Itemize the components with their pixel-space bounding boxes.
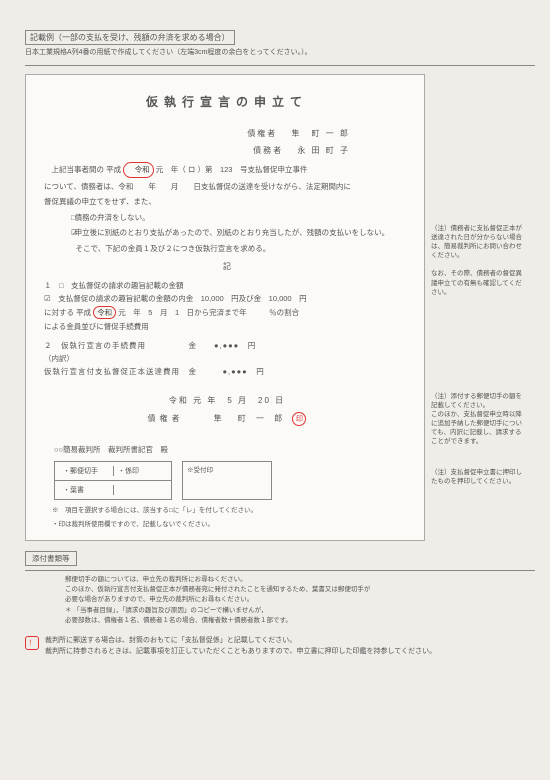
attach-l1: 郵便切手の額については、申立先の裁判所にお尋ねください。 (65, 576, 247, 583)
opt1-text: 債務の弁済をしない。 (75, 213, 150, 222)
item2-head-text: ２ 仮執行宣言の手続費用 金 ●,●●● 円 (44, 341, 256, 350)
case-line-2: について、債務者は、令和 年 月 日支払督促の送達を受けながら、法定期間内に (44, 180, 410, 194)
item1-sub-b1: に対する 平成 (44, 308, 91, 317)
creditor-name: 隼 町 一 郎 (292, 129, 350, 138)
checkbox-empty-icon: □ (64, 211, 73, 225)
divider (25, 65, 535, 66)
stamp-cell-1r: ・係印 (113, 466, 163, 476)
debtor-label: 債務者 (253, 146, 283, 155)
header-box: 記載例（一部の支払を受け、残額の弁済を求める場合） (25, 30, 235, 45)
case-1a: 上記当事者間の 平成 (52, 165, 122, 174)
signer-name: 隼 町 一 郎 (214, 414, 286, 423)
attach-star: ＊ (65, 607, 72, 614)
opt2: ☑ 申立後に別紙のとおり支払があったので、別紙のとおり充当したが、残額の支払いを… (56, 226, 410, 240)
stamp-table: ・郵便切手 ・係印 ・葉書 ※受付印 (54, 461, 410, 500)
checkbox-checked-icon: ☑ (64, 226, 73, 240)
title: 仮執行宣言の申立て (44, 93, 410, 110)
footnote-1: ※ 項目を選択する場合には、該当する□に「レ」を付してください。 (52, 506, 410, 516)
item2-sub2-text: 仮執行宣言付支払督促正本送達費用 金 ●,●●● 円 (44, 367, 265, 376)
debtor-name: 永 田 町 子 (297, 146, 350, 155)
item1-sub-a: ☑ 支払督促の請求の趣旨記載の金額の内金 10,000 円及び金 10,000 … (44, 293, 410, 304)
creditor-row: 債権者 隼 町 一 郎 (44, 128, 410, 139)
attach-l2: このほか、仮執行宣言付支払督促正本が債務者宛に発付されたことを通知するため、葉書… (65, 586, 370, 593)
side-note-2: （注）添付する郵便切手の額を記載してください。 このほか、支払督促申立時以降に追… (431, 392, 526, 447)
warn-l1: 裁判所に郵送する場合は、封筒のおもてに「支払督促係」と記載してください。 (45, 636, 436, 647)
court: ○○簡易裁判所 裁判所書記官 殿 (54, 444, 410, 455)
header-sub: 日本工業規格A列4番の用紙で作成してください（左端3cm程度の余白をとってくださ… (25, 47, 535, 57)
side-note-1a: （注）債務者に支払督促正本が送達された日が分からない場合は、簡易裁判所にお問い合… (431, 225, 522, 259)
item1-sub-b: に対する 平成 令和 元 年 5 月 1 日から完済まで年 ％の割合 (44, 306, 410, 319)
date: 令和 元 年 5 月 20 日 (44, 395, 410, 406)
side-note-2b: このほか、支払督促申立時以降に追加予納した郵便切手についても、内訳に記載し、請求… (431, 411, 522, 445)
seal-icon: 印 (292, 412, 306, 426)
side-note-1b: なお、その際、債務者の督促異議申立ての有無も確認してください。 (431, 270, 522, 295)
warn-row: ！ 裁判所に郵送する場合は、封筒のおもてに「支払督促係」と記載してください。 裁… (25, 636, 535, 657)
debtor-row: 債務者 永 田 町 子 (44, 145, 410, 156)
stamp-cell-2r (113, 485, 163, 495)
item1-sub-c: 元 年 5 月 1 日から完済まで年 ％の割合 (118, 308, 299, 317)
case-line-1: 上記当事者間の 平成 令和 元 年（ ロ ）第 123 号支払督促申立事件 (44, 162, 410, 178)
side-notes: （注）債務者に支払督促正本が送達された日が分からない場合は、簡易裁判所にお問い合… (425, 74, 530, 487)
side-note-3: （注）支払督促申立書に押印したものを押印してください。 (431, 468, 526, 486)
warn-l2: 裁判所に持参されるときは、記載事項を訂正していただくこともありますので、申立書に… (45, 647, 436, 658)
case-1b: 元 年（ ロ ）第 123 号支払督促申立事件 (156, 165, 308, 174)
attach-l3: 必要な場合がありますので、申立先の裁判所にお尋ねください。 (65, 596, 253, 603)
recv-box: ※受付印 (182, 461, 272, 500)
item2-sub2: 仮執行宣言付支払督促正本送達費用 金 ●,●●● 円 (44, 366, 410, 377)
attach-l5: 必要部数は、債権者１名、債務者１名の場合、債権者数＋債務者数１部です。 (65, 617, 292, 624)
attach-body: 郵便切手の額については、申立先の裁判所にお尋ねください。 このほか、仮執行宣言付… (65, 575, 535, 627)
attach-l4: 「当事者目録」，「請求の趣旨及び原因」のコピーで構いませんが， (73, 607, 267, 614)
opt2-text: 申立後に別紙のとおり支払があったので、別紙のとおり充当したが、残額の支払いをしな… (75, 228, 390, 237)
ki: 記 (44, 261, 410, 272)
case-line-3: 督促異議の申立てをせず、また、 (44, 195, 410, 209)
divider-2 (25, 570, 535, 571)
opt1: □ 債務の弁済をしない。 (56, 211, 410, 225)
document: 仮執行宣言の申立て 債権者 隼 町 一 郎 債務者 永 田 町 子 上記当事者間… (25, 74, 425, 541)
item1-head: １ □ 支払督促の請求の趣旨記載の金額 (44, 280, 410, 291)
signer: 債権者 隼 町 一 郎 印 (44, 412, 410, 426)
therefore: そこで、下記の金員１及び２につき仮執行宣言を求める。 (68, 242, 410, 256)
side-note-1: （注）債務者に支払督促正本が送達された日が分からない場合は、簡易裁判所にお問い合… (431, 224, 526, 297)
signer-label: 債権者 (148, 414, 184, 423)
item1-sub-d: による金員並びに督促手続費用 (44, 321, 410, 332)
item2-head: ２ 仮執行宣言の手続費用 金 ●,●●● 円 (44, 340, 410, 351)
era-circled: 令和 (123, 162, 154, 178)
attach-label: 添付書類等 (25, 551, 77, 566)
side-note-2a: （注）添付する郵便切手の額を記載してください。 (431, 393, 522, 409)
era-circled-2: 令和 (93, 306, 116, 319)
item2-sub1: （内訳） (44, 353, 410, 364)
creditor-label: 債権者 (247, 129, 277, 138)
stamp-cell-1: ・郵便切手 (63, 466, 113, 476)
warn-icon: ！ (25, 636, 39, 650)
stamp-cell-2: ・葉書 (63, 485, 113, 495)
footnote-2: ・印は裁判所使用欄ですので、記載しないでください。 (52, 520, 410, 530)
